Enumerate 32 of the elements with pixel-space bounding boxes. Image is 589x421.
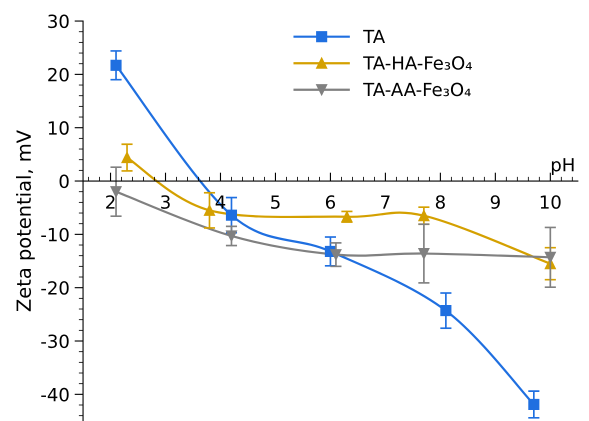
point (418, 248, 430, 260)
point (528, 398, 540, 410)
y-tick-label: -40 (41, 388, 69, 402)
x-axis-title: pH (552, 158, 574, 176)
x-tick-label: 10 (540, 195, 561, 209)
point (330, 249, 342, 260)
legend-label: TA-HA-Fe₃O₄ (363, 56, 472, 70)
x-tick-label: 3 (161, 195, 170, 209)
point (544, 252, 556, 263)
legend-label: TA (363, 30, 386, 44)
x-tick-label: 7 (381, 195, 390, 209)
point (226, 210, 238, 221)
point (121, 152, 133, 164)
point (418, 210, 430, 222)
y-tick-label: -30 (41, 334, 69, 348)
x-tick-label: 6 (326, 195, 336, 209)
x-tick-label: 2 (106, 195, 114, 209)
point (226, 230, 238, 242)
y-axis-title: Zeta potential, mV (16, 130, 35, 312)
point (204, 204, 216, 216)
y-tick-label: -10 (41, 228, 69, 242)
legend-label: TA-AA-Fe₃O₄ (363, 82, 471, 96)
y-tick-label: 30 (48, 14, 69, 28)
x-tick-label: 9 (490, 195, 500, 209)
y-tick-label: -20 (41, 281, 69, 295)
y-tick-label: 20 (48, 68, 69, 82)
y-tick-label: 0 (60, 174, 69, 188)
x-tick-label: 5 (271, 195, 280, 209)
point (110, 60, 122, 71)
y-tick-label: 10 (48, 121, 69, 135)
point (440, 305, 452, 316)
x-tick-label: 8 (436, 195, 445, 209)
